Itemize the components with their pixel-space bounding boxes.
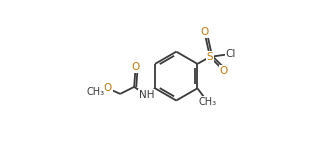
Text: S: S <box>207 52 213 62</box>
Text: O: O <box>131 62 140 72</box>
Text: O: O <box>200 27 209 37</box>
Text: CH₃: CH₃ <box>86 87 104 97</box>
Text: O: O <box>220 66 228 76</box>
Text: O: O <box>104 83 112 93</box>
Text: NH: NH <box>139 90 155 100</box>
Text: CH₃: CH₃ <box>199 97 217 107</box>
Text: Cl: Cl <box>226 49 236 59</box>
